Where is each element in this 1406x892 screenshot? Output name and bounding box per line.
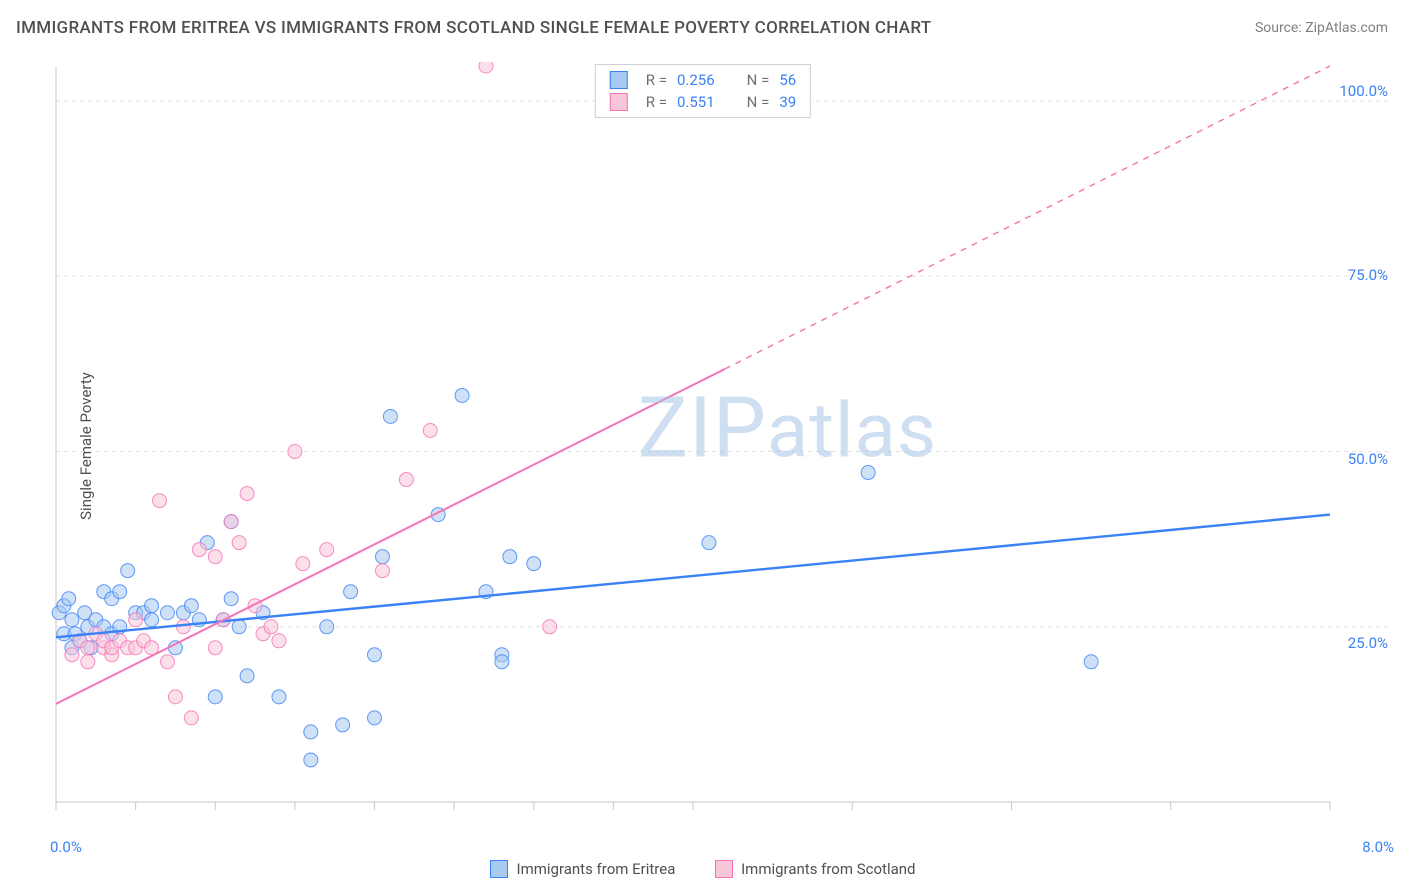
chart-title: IMMIGRANTS FROM ERITREA VS IMMIGRANTS FR… bbox=[16, 18, 931, 38]
legend-label-2: Immigrants from Scotland bbox=[741, 860, 915, 878]
y-tick-75: 75.0% bbox=[1348, 266, 1388, 284]
stats-row-2: R = 0.551 N = 39 bbox=[610, 91, 796, 113]
swatch-scotland bbox=[715, 860, 733, 878]
r-label: R = bbox=[646, 93, 667, 111]
r-value-1: 0.256 bbox=[677, 71, 715, 89]
chart-container: IMMIGRANTS FROM ERITREA VS IMMIGRANTS FR… bbox=[0, 0, 1406, 892]
r-value-2: 0.551 bbox=[677, 93, 715, 111]
swatch-eritrea bbox=[610, 71, 628, 89]
legend-item-scotland: Immigrants from Scotland bbox=[715, 860, 915, 878]
r-label: R = bbox=[646, 71, 667, 89]
y-tick-50: 50.0% bbox=[1348, 450, 1388, 468]
plot-area bbox=[50, 62, 1390, 832]
bottom-legend: Immigrants from Eritrea Immigrants from … bbox=[0, 860, 1406, 882]
scatter-svg bbox=[50, 62, 1390, 832]
y-tick-100: 100.0% bbox=[1339, 82, 1388, 100]
y-tick-25: 25.0% bbox=[1348, 634, 1388, 652]
swatch-eritrea bbox=[490, 860, 508, 878]
x-tick-max: 8.0% bbox=[1362, 838, 1394, 856]
stats-row-1: R = 0.256 N = 56 bbox=[610, 69, 796, 91]
n-label: N = bbox=[747, 71, 770, 89]
legend-label-1: Immigrants from Eritrea bbox=[516, 860, 675, 878]
stats-legend: R = 0.256 N = 56 R = 0.551 N = 39 bbox=[595, 64, 811, 118]
n-value-1: 56 bbox=[779, 71, 796, 89]
n-value-2: 39 bbox=[779, 93, 796, 111]
n-label: N = bbox=[747, 93, 770, 111]
x-tick-min: 0.0% bbox=[50, 838, 82, 856]
swatch-scotland bbox=[610, 93, 628, 111]
source-label: Source: ZipAtlas.com bbox=[1255, 20, 1388, 36]
legend-item-eritrea: Immigrants from Eritrea bbox=[490, 860, 675, 878]
